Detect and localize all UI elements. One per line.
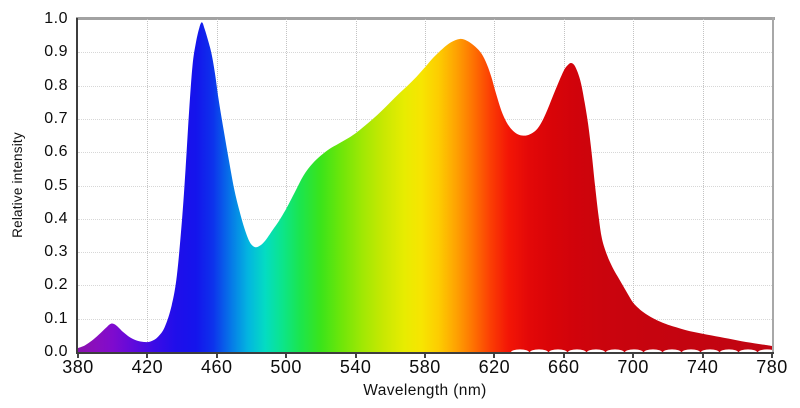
plot-border-bottom-x-axis — [76, 352, 774, 354]
x-tick-mark — [146, 354, 149, 358]
x-tick-label: 380 — [62, 357, 94, 377]
baseline-scallop — [529, 349, 549, 352]
y-tick-label: 0.3 — [44, 243, 68, 261]
baseline-scallop — [738, 349, 758, 352]
x-gridline — [286, 19, 288, 352]
x-tick-mark — [493, 354, 496, 358]
y-tick-label: 0.9 — [44, 43, 68, 61]
x-tick-mark — [285, 354, 288, 358]
x-gridline — [633, 19, 635, 352]
x-tick-label: 540 — [339, 357, 372, 377]
plot-border-right — [772, 17, 774, 354]
y-tick-label: 0.5 — [44, 176, 68, 194]
y-tick-label: 0.8 — [44, 76, 68, 94]
x-tick-mark — [77, 354, 79, 358]
baseline-scallop — [662, 349, 682, 352]
x-axis-title: Wavelength (nm) — [363, 382, 487, 399]
y-tick-label: 0.6 — [44, 143, 68, 161]
baseline-scallop — [548, 349, 568, 352]
baseline-scallop — [719, 349, 739, 352]
x-tick-mark — [354, 354, 357, 358]
y-tick-label: 0.2 — [44, 276, 68, 294]
plot-border-top — [76, 17, 775, 20]
x-gridline — [147, 19, 149, 352]
baseline-scallop — [757, 349, 772, 352]
x-tick-label: 460 — [201, 357, 233, 377]
x-tick-mark — [701, 354, 704, 358]
baseline-scallop — [681, 349, 701, 352]
y-tick-label: 0.0 — [44, 343, 68, 360]
x-tick-label: 500 — [270, 357, 302, 377]
x-tick-label: 420 — [131, 357, 164, 377]
y-tick-label: 0.4 — [44, 209, 68, 227]
x-gridline — [702, 19, 704, 352]
spectrum-curve — [78, 22, 772, 352]
plot-area — [78, 19, 772, 352]
x-tick-label: 740 — [686, 357, 719, 377]
x-tick-label: 780 — [756, 357, 788, 377]
x-tick-mark — [632, 354, 635, 358]
x-tick-mark — [424, 354, 426, 358]
x-tick-mark — [215, 354, 218, 358]
x-tick-label: 660 — [548, 357, 580, 377]
x-tick-mark — [562, 354, 565, 358]
y-tick-label: 0.7 — [44, 109, 68, 127]
baseline-scallop — [586, 349, 606, 352]
x-tick-label: 700 — [617, 357, 649, 377]
spectrum-area-fill — [78, 22, 772, 352]
y-tick-label: 1.0 — [44, 10, 68, 27]
baseline-scallop — [700, 349, 720, 352]
baseline-scallop — [567, 349, 587, 352]
x-tick-label: 620 — [478, 357, 511, 377]
x-tick-label: 580 — [409, 357, 441, 377]
x-tick-mark — [771, 354, 773, 358]
baseline-scallop — [510, 349, 530, 352]
y-tick-label: 0.1 — [44, 309, 68, 327]
plot-border-left-y-axis — [76, 18, 78, 354]
baseline-scallop — [605, 349, 625, 352]
baseline-scallop — [624, 349, 644, 352]
baseline-scallop — [643, 349, 663, 352]
